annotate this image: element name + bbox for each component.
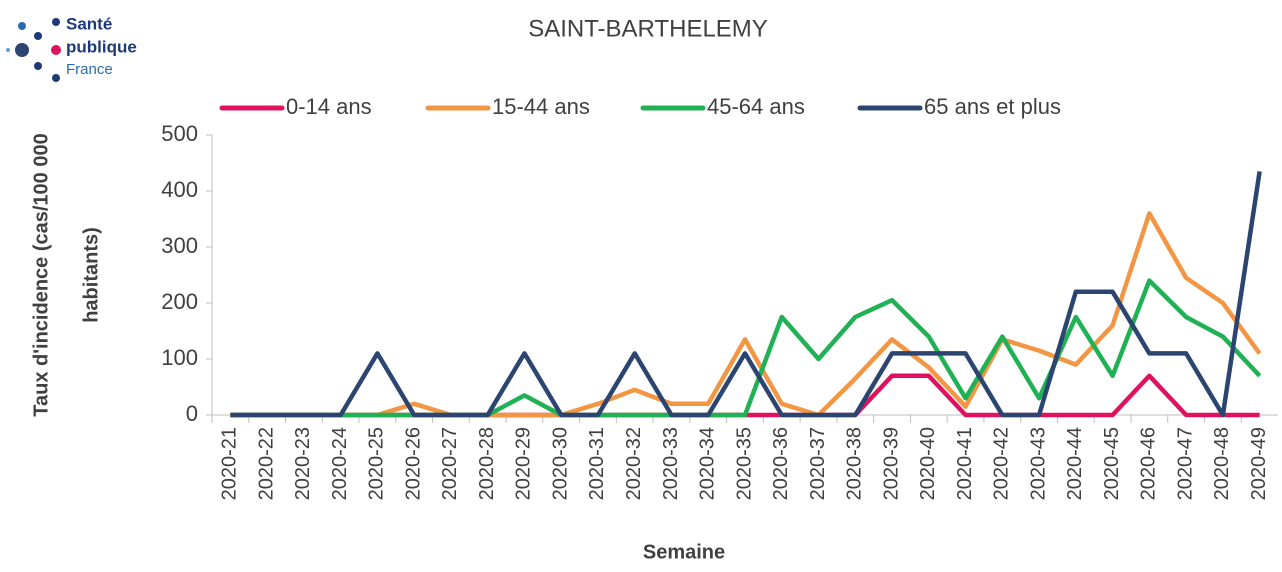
x-tick-label: 2020-39 bbox=[880, 427, 902, 500]
y-tick-label: 200 bbox=[161, 289, 198, 314]
series-line bbox=[230, 171, 1262, 418]
x-tick-label: 2020-25 bbox=[366, 427, 388, 500]
y-tick-label: 400 bbox=[161, 177, 198, 202]
x-tick-label: 2020-45 bbox=[1101, 427, 1123, 500]
x-tick-label: 2020-44 bbox=[1064, 427, 1086, 500]
x-tick-label: 2020-42 bbox=[991, 427, 1013, 500]
logo-dot bbox=[51, 45, 61, 55]
legend-label: 0-14 ans bbox=[286, 94, 372, 119]
x-tick-label: 2020-35 bbox=[733, 427, 755, 500]
x-tick-label: 2020-23 bbox=[292, 427, 314, 500]
legend-label: 45-64 ans bbox=[707, 94, 805, 119]
logo-text: France bbox=[66, 61, 113, 78]
series-line bbox=[230, 278, 1262, 418]
x-axis-title: Semaine bbox=[643, 541, 725, 563]
logo-text: Santé bbox=[66, 14, 112, 33]
y-axis-title: Taux d'incidence (cas/100 000 bbox=[30, 133, 52, 416]
y-axis-title: habitants) bbox=[80, 227, 102, 323]
x-tick-label: 2020-24 bbox=[329, 427, 351, 500]
x-tick-label: 2020-46 bbox=[1138, 427, 1160, 500]
logo: Santé publique France bbox=[6, 14, 137, 82]
x-tick-label: 2020-40 bbox=[917, 427, 939, 500]
x-tick-label: 2020-43 bbox=[1027, 427, 1049, 500]
x-tick-label: 2020-34 bbox=[697, 427, 719, 500]
x-tick-label: 2020-49 bbox=[1248, 427, 1270, 500]
x-tick-label: 2020-48 bbox=[1211, 427, 1233, 500]
x-tick-label: 2020-22 bbox=[255, 427, 277, 500]
logo-dot bbox=[34, 62, 42, 70]
x-tick-label: 2020-47 bbox=[1174, 427, 1196, 500]
logo-dot bbox=[52, 74, 60, 82]
legend-label: 15-44 ans bbox=[492, 94, 590, 119]
legend-label: 65 ans et plus bbox=[924, 94, 1061, 119]
x-tick-label: 2020-27 bbox=[439, 427, 461, 500]
x-tick-label: 2020-32 bbox=[623, 427, 645, 500]
x-tick-label: 2020-28 bbox=[476, 427, 498, 500]
logo-dot bbox=[15, 43, 29, 57]
logo-dot bbox=[34, 32, 42, 40]
y-tick-label: 500 bbox=[161, 121, 198, 146]
x-tick-label: 2020-31 bbox=[586, 427, 608, 500]
series-line bbox=[230, 211, 1262, 418]
x-tick-label: 2020-21 bbox=[219, 427, 241, 500]
x-tick-label: 2020-41 bbox=[954, 427, 976, 500]
y-tick-label: 300 bbox=[161, 233, 198, 258]
x-tick-label: 2020-30 bbox=[549, 427, 571, 500]
logo-dot bbox=[6, 48, 10, 52]
x-tick-label: 2020-37 bbox=[807, 427, 829, 500]
chart-title: SAINT-BARTHELEMY bbox=[528, 15, 768, 42]
logo-dot bbox=[18, 22, 26, 30]
y-tick-label: 100 bbox=[161, 345, 198, 370]
x-tick-label: 2020-29 bbox=[513, 427, 535, 500]
x-tick-label: 2020-33 bbox=[660, 427, 682, 500]
x-tick-label: 2020-38 bbox=[844, 427, 866, 500]
logo-dot bbox=[52, 18, 60, 26]
x-tick-label: 2020-36 bbox=[770, 427, 792, 500]
logo-text: publique bbox=[66, 37, 137, 56]
y-tick-label: 0 bbox=[186, 401, 198, 426]
x-tick-label: 2020-26 bbox=[402, 427, 424, 500]
